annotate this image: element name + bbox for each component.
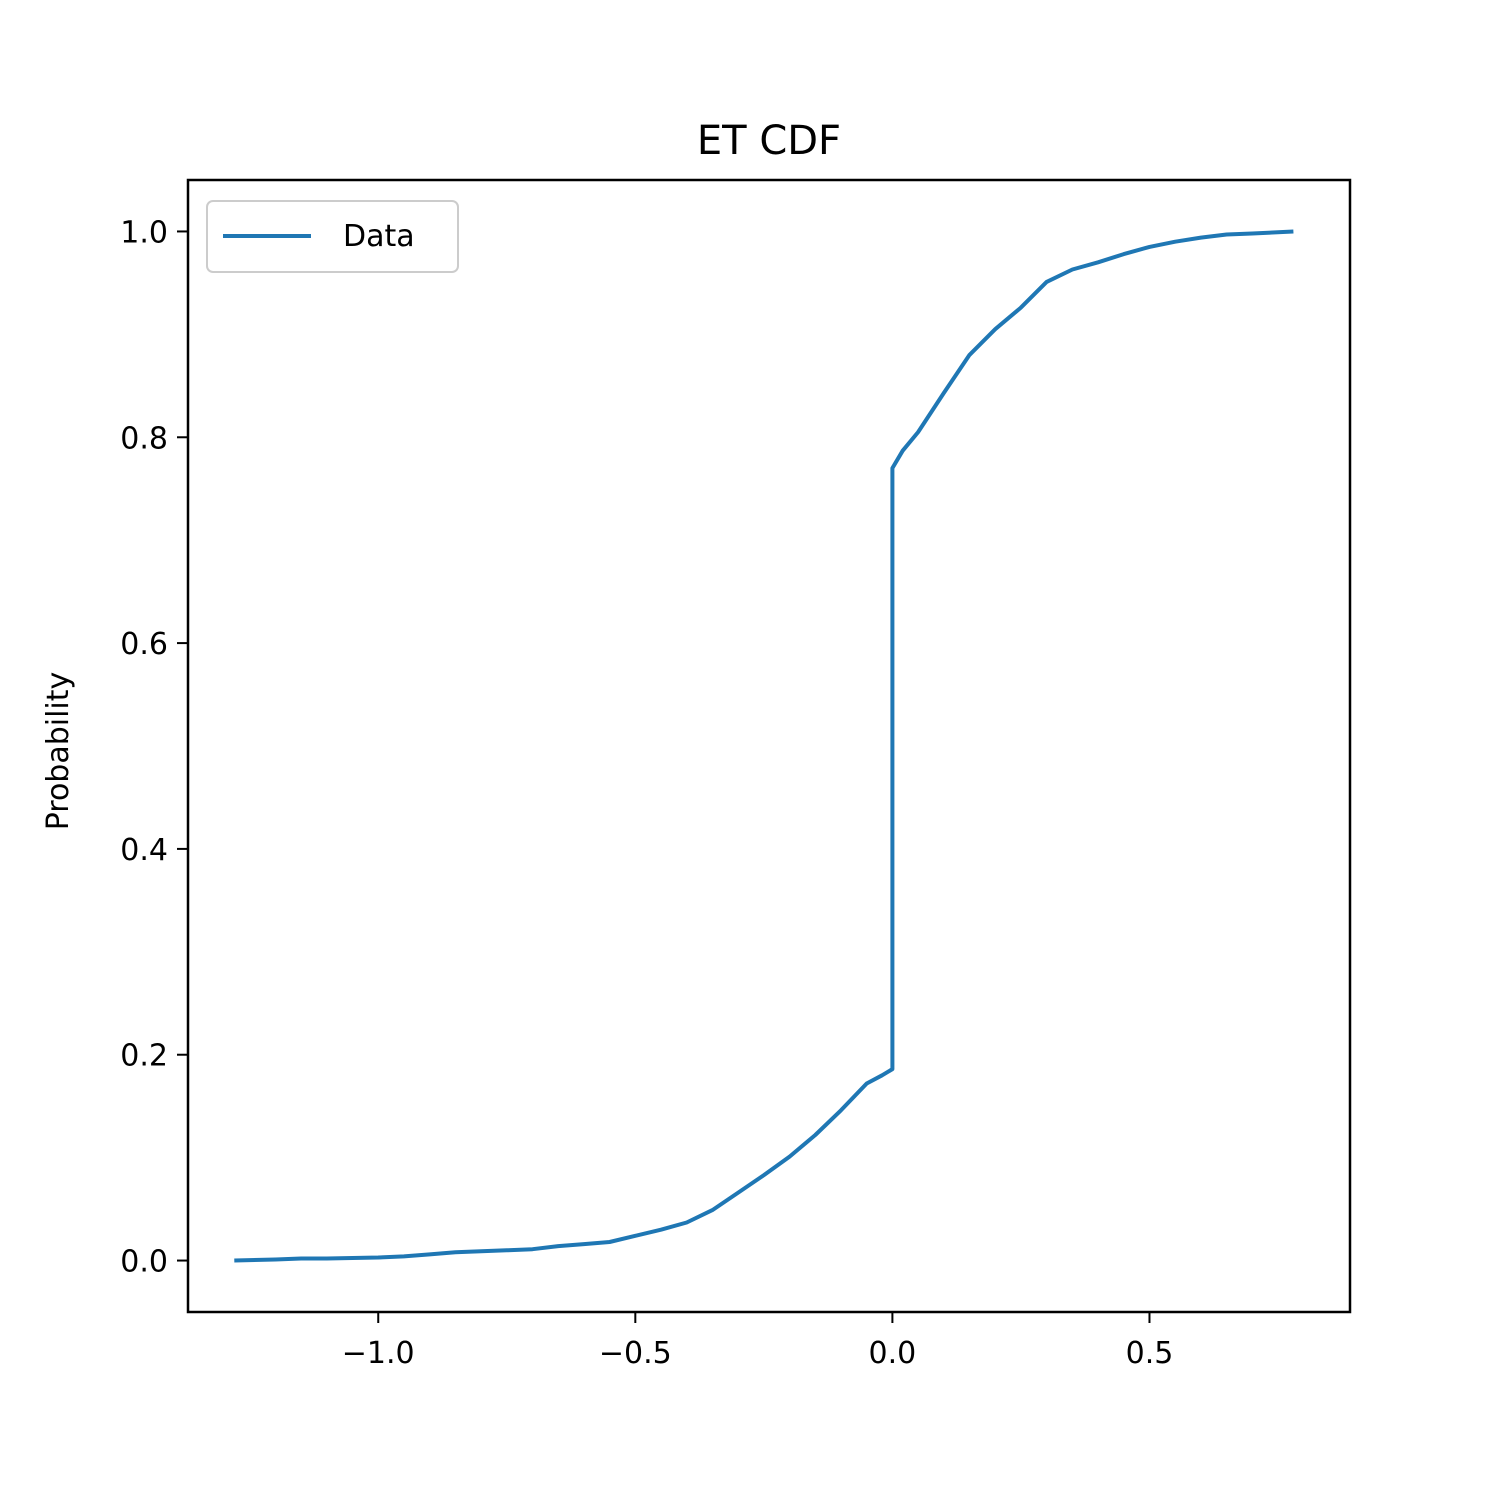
x-tick-label: 0.0 bbox=[869, 1336, 917, 1371]
y-tick-label: 0.4 bbox=[120, 833, 168, 868]
series-line-0 bbox=[234, 229, 1294, 1263]
axes-frame bbox=[186, 178, 1352, 1314]
legend: Data bbox=[206, 200, 459, 273]
y-tick-label: 0.0 bbox=[120, 1245, 168, 1280]
y-axis-label: Probability bbox=[41, 672, 76, 831]
y-tick-label: 0.6 bbox=[120, 627, 168, 662]
plot-area bbox=[234, 229, 1294, 1263]
axes: −1.0 −0.5 0.0 0.5 0.0 0.2 0.4 0.6 0.8 1.0 bbox=[120, 178, 1352, 1371]
legend-box bbox=[206, 200, 459, 273]
y-tick-label: 1.0 bbox=[120, 215, 168, 250]
legend-label: Data bbox=[343, 219, 415, 254]
chart-title: ET CDF bbox=[697, 118, 841, 164]
x-tick-label: −0.5 bbox=[599, 1336, 672, 1371]
y-tick-label: 0.8 bbox=[120, 421, 168, 456]
x-tick-label: −1.0 bbox=[342, 1336, 415, 1371]
x-tick-label: 0.5 bbox=[1126, 1336, 1174, 1371]
y-tick-label: 0.2 bbox=[120, 1039, 168, 1074]
